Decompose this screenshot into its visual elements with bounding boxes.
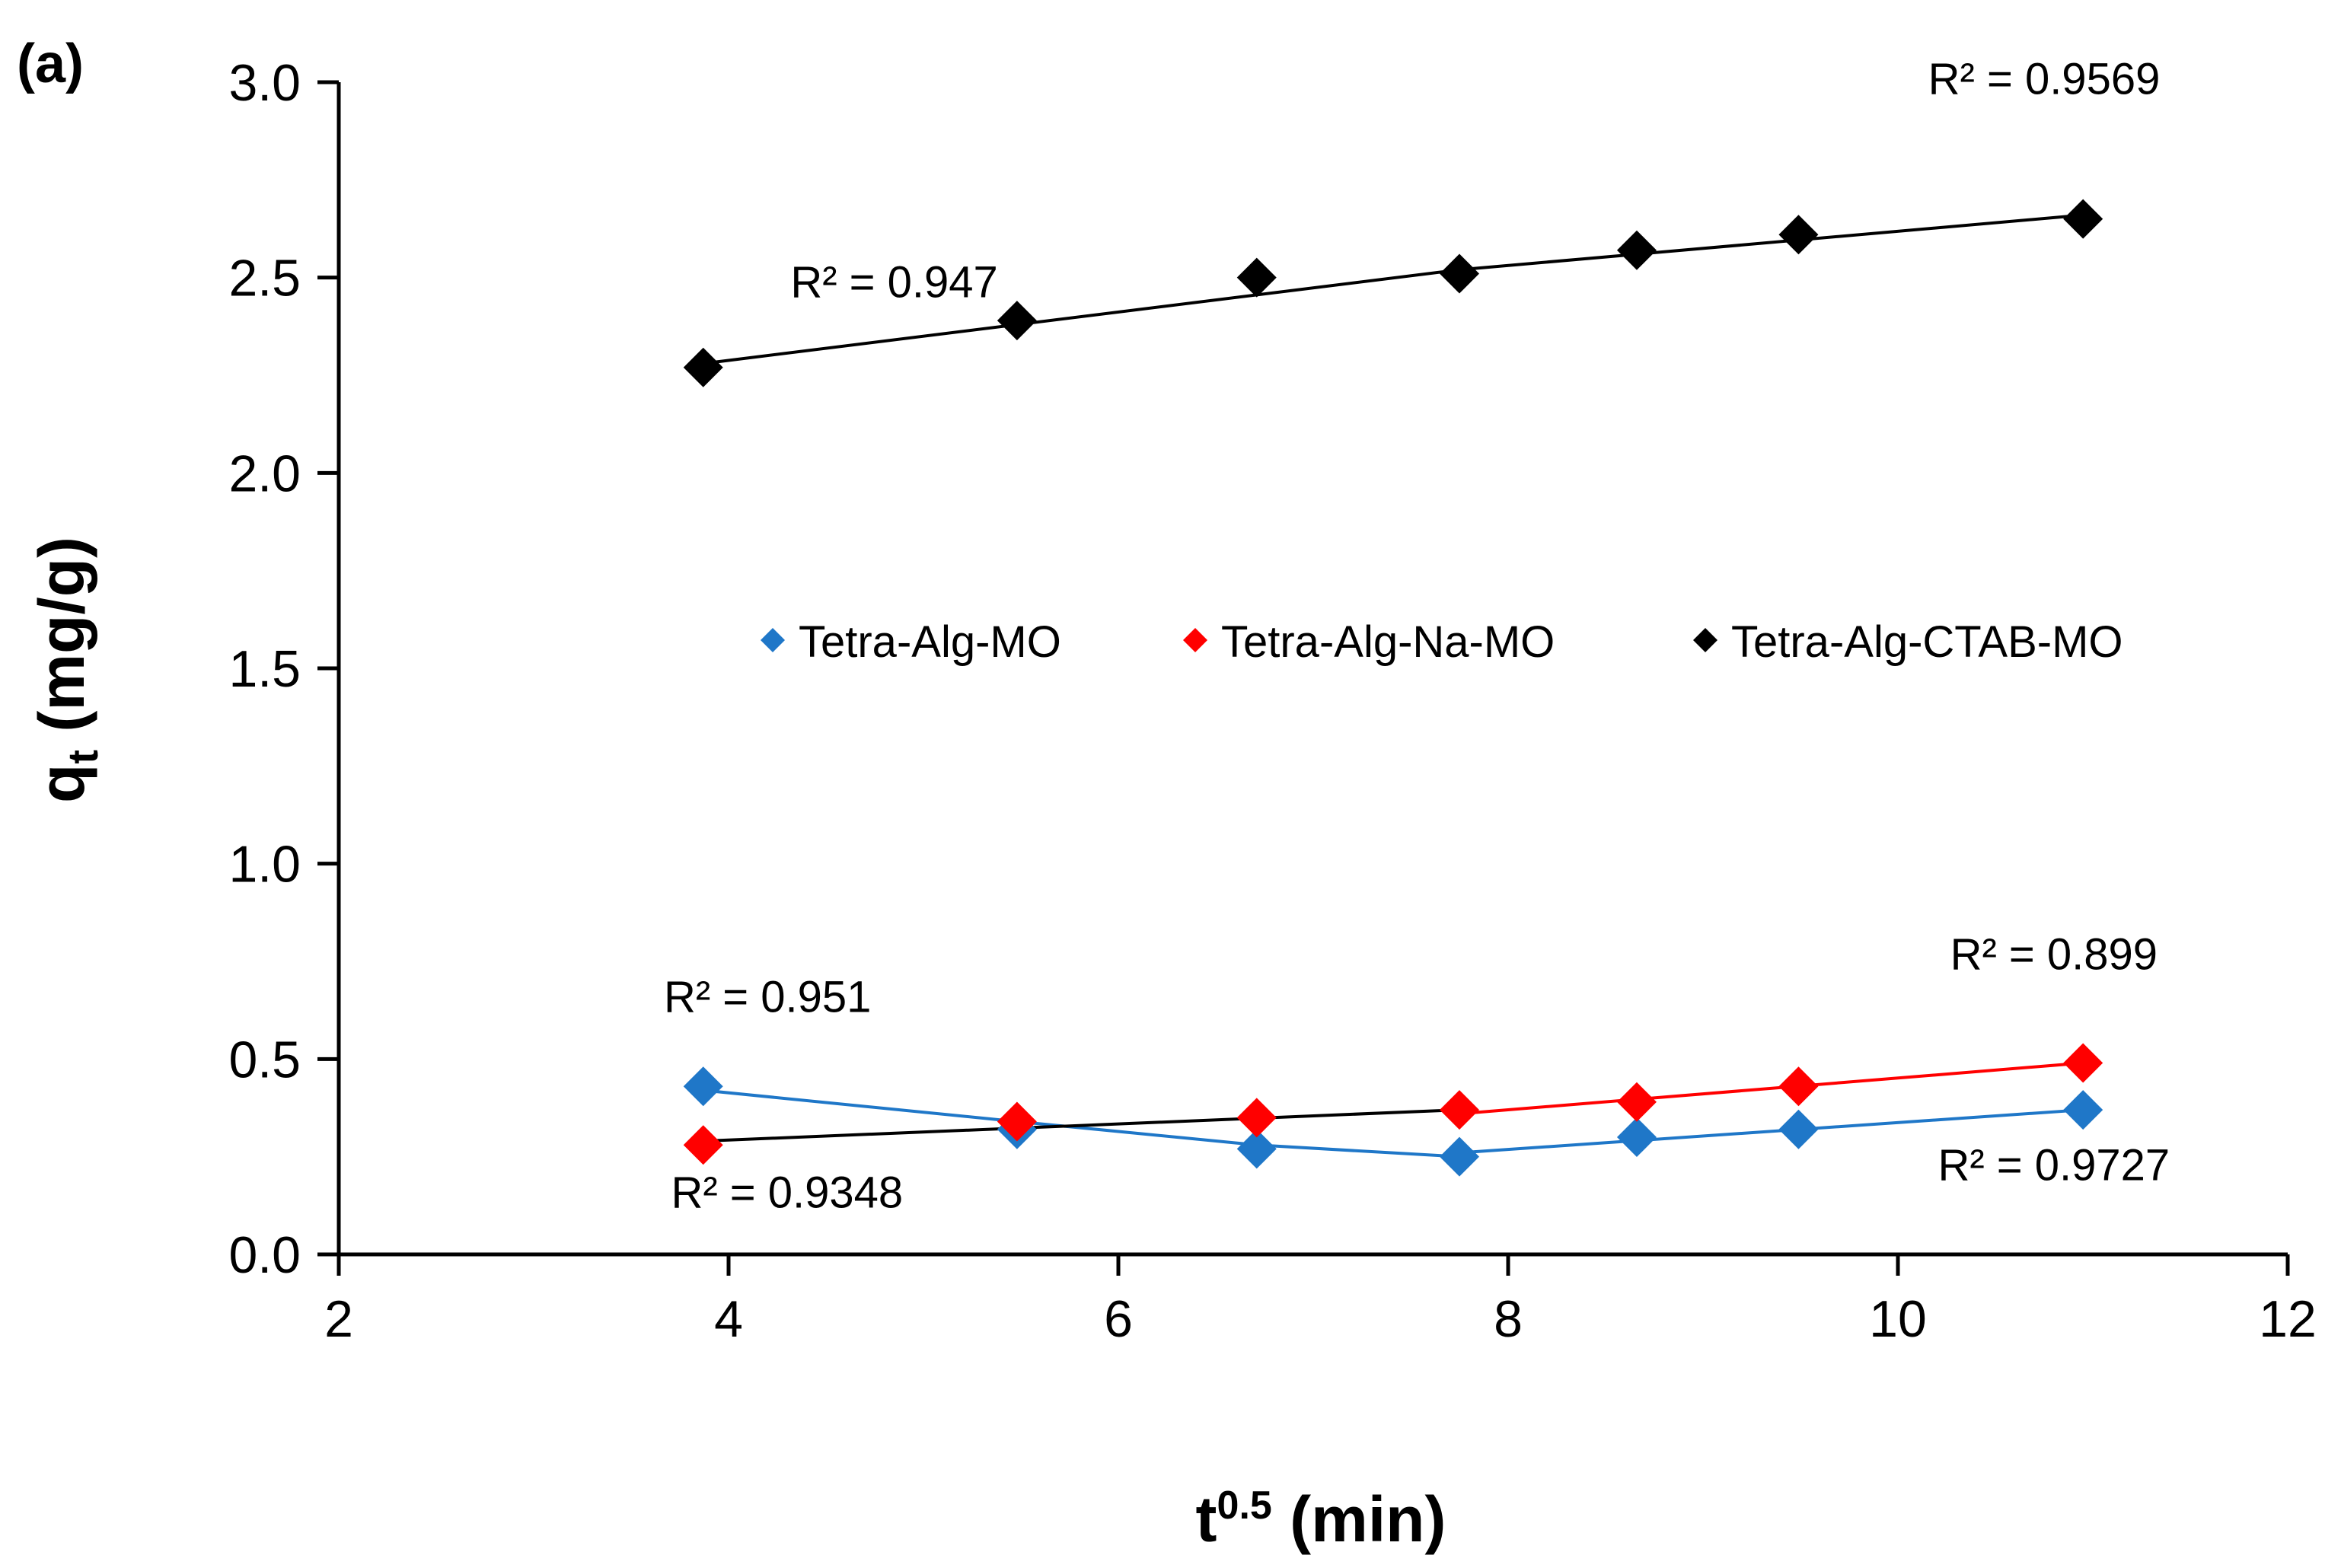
r-squared-label: R² = 0.951 xyxy=(664,973,871,1022)
fit-line xyxy=(1459,213,2084,272)
data-point xyxy=(2063,199,2103,239)
annotations: R² = 0.947 R² = 0.9569 R² = 0.951 R² = 0.93… xyxy=(664,54,2170,1217)
data-point xyxy=(683,1125,723,1165)
fit-line xyxy=(1459,1108,2084,1155)
x-tick-label: 2 xyxy=(324,1290,353,1348)
x-axis-title-base: t xyxy=(1196,1484,1217,1555)
x-axis-title-sup: 0.5 xyxy=(1217,1484,1272,1528)
fit-line xyxy=(1459,1061,2084,1116)
y-tick-label: 1.5 xyxy=(228,640,301,698)
x-tick-label: 10 xyxy=(1869,1290,1927,1348)
legend-label: Tetra-Alg-CTAB-MO xyxy=(1731,617,2123,667)
fit-line xyxy=(703,1088,1460,1158)
r-squared-label: R² = 0.9727 xyxy=(1938,1140,2170,1190)
data-point xyxy=(1440,1090,1479,1130)
y-axis-title: qt (mg/g) xyxy=(26,537,107,803)
legend-marker xyxy=(1183,628,1207,652)
data-point xyxy=(1236,1098,1277,1138)
data-point xyxy=(1778,1066,1819,1107)
data-point xyxy=(683,1066,723,1107)
y-axis-title-rest: (mg/g) xyxy=(26,537,97,750)
r-squared-label: R² = 0.9569 xyxy=(1928,54,2161,104)
y-tick-label: 0.0 xyxy=(228,1226,301,1284)
legend-marker xyxy=(1693,628,1717,652)
x-tick-label: 4 xyxy=(714,1290,743,1348)
data-point xyxy=(2063,1090,2103,1130)
fit-lines xyxy=(703,213,2084,1158)
x-tick-label: 8 xyxy=(1494,1290,1523,1348)
y-axis-title-base: q xyxy=(26,764,97,803)
x-axis-title: t0.5 (min) xyxy=(1196,1484,1446,1555)
x-tick-label: 6 xyxy=(1104,1290,1133,1348)
y-tick-label: 2.0 xyxy=(228,445,301,502)
data-point xyxy=(1440,1136,1479,1177)
panel-label: (a) xyxy=(17,33,84,94)
data-point xyxy=(1236,1129,1277,1169)
y-tick-label: 2.5 xyxy=(228,250,301,308)
axes: 2 4 6 8 10 12 0.0 0.5 1.0 1.5 2.0 2.5 3.0 xyxy=(228,54,2316,1348)
data-point xyxy=(1616,230,1657,270)
legend: Tetra-Alg-MO Tetra-Alg-Na-MO Tetra-Alg-CTA… xyxy=(761,617,2123,667)
x-tick-label: 12 xyxy=(2259,1290,2317,1348)
legend-label: Tetra-Alg-MO xyxy=(799,617,1061,667)
r-squared-label: R² = 0.899 xyxy=(1950,929,2158,979)
y-axis-title-sub: t xyxy=(59,750,107,764)
x-axis-title-rest: (min) xyxy=(1272,1484,1446,1555)
y-tick-label: 1.0 xyxy=(228,836,301,894)
data-point xyxy=(1778,1109,1819,1149)
fit-line xyxy=(703,268,1460,365)
r-squared-label: R² = 0.947 xyxy=(790,257,997,307)
data-point xyxy=(1616,1117,1657,1157)
legend-marker xyxy=(761,628,785,652)
data-markers xyxy=(683,199,2103,1177)
y-tick-label: 0.5 xyxy=(228,1031,301,1088)
data-point xyxy=(683,347,723,387)
data-point xyxy=(1778,215,1819,255)
legend-label: Tetra-Alg-Na-MO xyxy=(1221,617,1555,667)
data-point xyxy=(1440,253,1479,294)
fit-line xyxy=(703,1108,1460,1143)
data-point xyxy=(997,1101,1037,1142)
data-point xyxy=(1616,1082,1657,1122)
data-point xyxy=(2063,1043,2103,1083)
y-tick-label: 3.0 xyxy=(228,54,301,112)
r-squared-label: R² = 0.9348 xyxy=(671,1168,903,1217)
data-point xyxy=(997,301,1037,341)
data-point xyxy=(1236,257,1277,298)
